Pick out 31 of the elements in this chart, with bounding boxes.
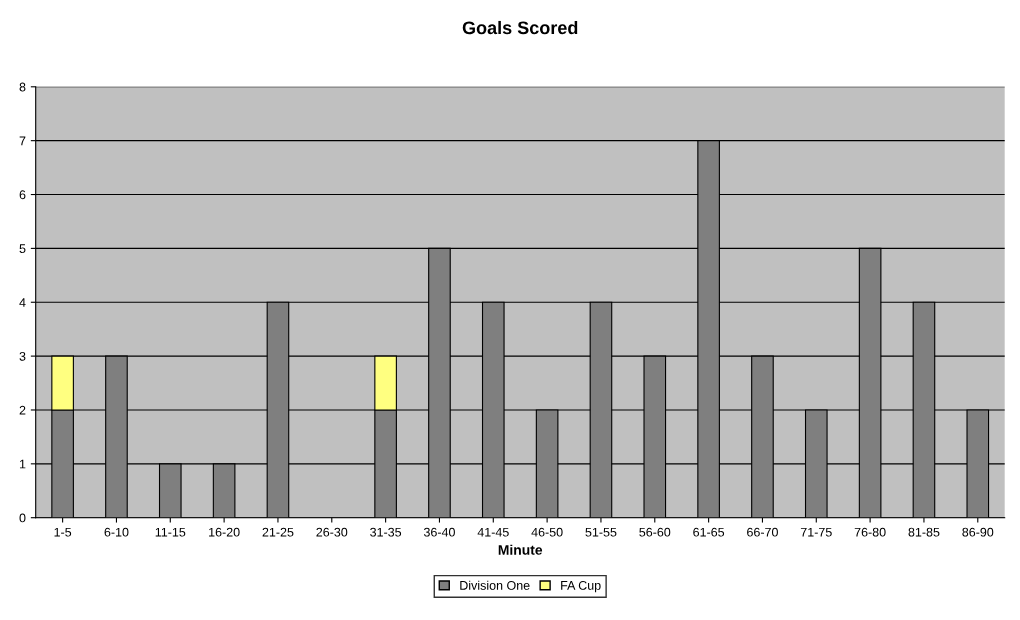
x-tick-label: 1-5 — [54, 527, 72, 537]
x-tick-label: 61-65 — [693, 527, 725, 537]
y-tick-label: 6 — [19, 190, 26, 200]
x-tick-label: 21-25 — [262, 527, 294, 537]
y-tick-label: 0 — [19, 513, 26, 523]
legend-label: FA Cup — [561, 580, 601, 593]
x-tick-label: 81-85 — [908, 527, 940, 537]
y-tick-label: 7 — [19, 136, 26, 146]
chart-title: Goals Scored — [462, 20, 578, 35]
x-tick-label: 16-20 — [209, 527, 240, 537]
x-tick-label: 36-40 — [423, 527, 455, 537]
y-tick-label: 2 — [19, 405, 26, 415]
x-tick-label: 71-75 — [800, 527, 832, 537]
x-tick-label: 11-15 — [155, 527, 186, 537]
y-tick-label: 4 — [19, 298, 26, 307]
legend-label: Division One — [460, 580, 530, 590]
y-tick-label: 8 — [19, 82, 26, 92]
x-tick-label: 76-80 — [854, 527, 886, 537]
y-tick-label: 5 — [19, 244, 26, 254]
x-tick-label: 6-10 — [104, 527, 129, 537]
x-tick-label: 41-45 — [477, 527, 509, 537]
x-tick-label: 86-90 — [962, 527, 994, 537]
x-axis-title: Minute — [498, 544, 543, 555]
y-tick-label: 1 — [19, 459, 26, 469]
x-tick-label: 51-55 — [585, 527, 617, 537]
x-tick-label: 26-30 — [316, 527, 348, 537]
x-tick-label: 31-35 — [370, 527, 402, 537]
x-tick-label: 66-70 — [747, 527, 778, 537]
x-tick-label: 56-60 — [639, 527, 671, 537]
x-tick-label: 46-50 — [531, 527, 563, 537]
y-tick-label: 3 — [19, 351, 26, 361]
